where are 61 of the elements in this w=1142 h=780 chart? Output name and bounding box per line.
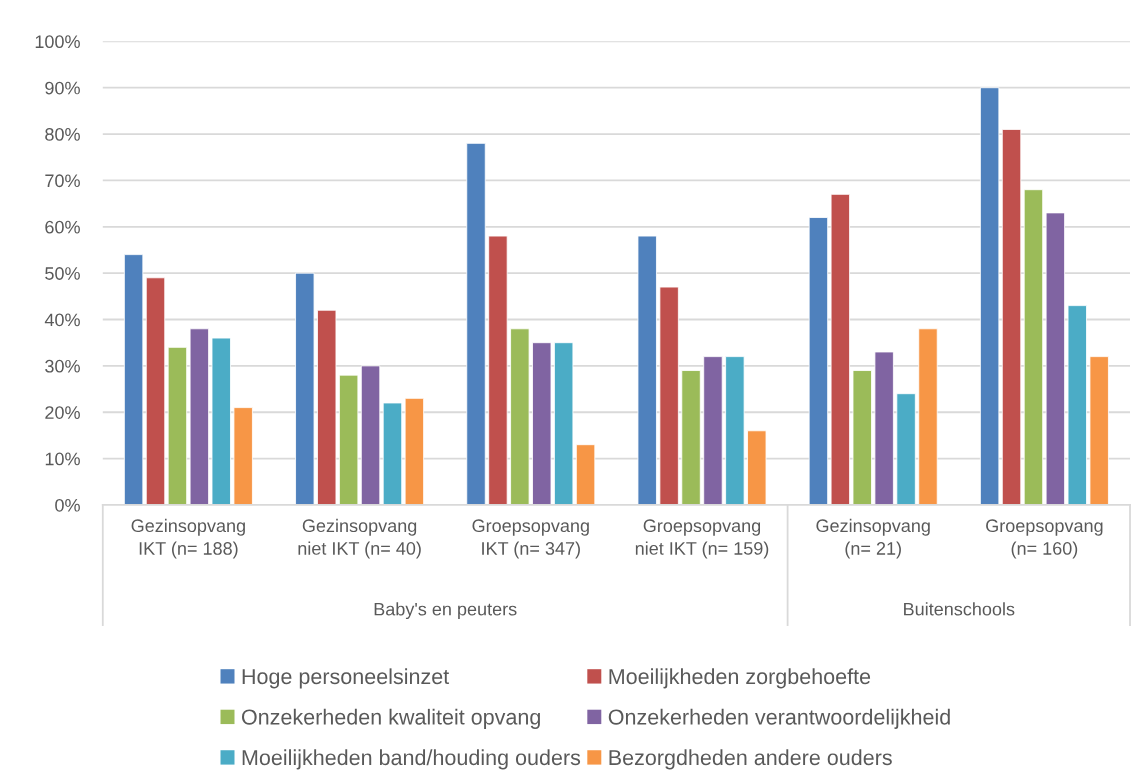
y-tick-label: 0% [55,498,80,512]
legend-label: Bezorgdheden andere ouders [609,749,892,770]
bar [703,356,723,505]
bar [295,272,315,505]
bar [382,402,403,505]
bar [554,342,574,505]
y-tick-label: 20% [45,406,80,419]
bar [1001,129,1022,505]
y-tick-label: 40% [44,313,80,327]
x-tick-label: Gezinsopvang (n= 21) [816,518,930,559]
x-tick-label: Groepsopvang (n= 160) [986,519,1103,559]
bar [1089,356,1109,505]
text: Baby's en peuters [374,602,517,620]
bar [808,217,829,505]
bar [874,351,894,505]
y-tick-label: 60% [45,220,80,234]
bar [532,342,552,505]
bar [830,193,850,505]
legend-label: Hoge personeelsinzet [242,668,450,689]
bar [1067,305,1087,505]
bar [725,356,745,505]
y-tick-label: 100% [35,35,80,49]
bar [747,430,767,505]
y-tick-label: 30% [45,359,80,373]
bar [189,328,209,505]
bar [211,337,231,505]
bar [681,370,701,505]
legend-label: Onzekerheden verantwoordelijkheid [608,708,950,729]
x-tick-label: Groepsopvang niet IKT (n= 159) [635,519,769,559]
y-tick-label: 90% [45,81,80,95]
bar [918,328,938,505]
y-tick-label: 70% [45,174,80,188]
bar [510,328,530,505]
bar [145,277,166,505]
bar [360,365,381,505]
x-tick-label: Groepsopvang IKT (n= 347) [472,519,589,559]
bar [896,393,916,505]
legend-label: Onzekerheden kwaliteit opvang [241,708,540,729]
bar [1023,189,1044,505]
bar [404,397,425,505]
legend-label: Moeilijkheden band/houding ouders [242,749,581,770]
x-tick-label: Gezinsopvang niet IKT (n= 40) [298,518,421,559]
bar [575,444,596,505]
bar [167,346,188,505]
legend-label: Moeilijkheden zorgbehoefte [609,668,871,689]
bar [123,254,144,505]
bar [233,407,253,505]
y-tick-label: 80% [45,128,80,141]
bar [979,87,1000,505]
bar [317,309,337,505]
bar [659,286,679,505]
bar [466,142,486,505]
bar [488,235,508,505]
y-tick-label: 50% [45,267,80,280]
bar [338,374,359,505]
bar [852,370,872,505]
bar [1045,212,1066,505]
text: Buitenschools [904,602,1015,616]
bar [637,235,657,505]
y-tick-label: 10% [45,452,80,466]
x-tick-label: Gezinsopvang IKT (n= 188) [131,518,245,559]
